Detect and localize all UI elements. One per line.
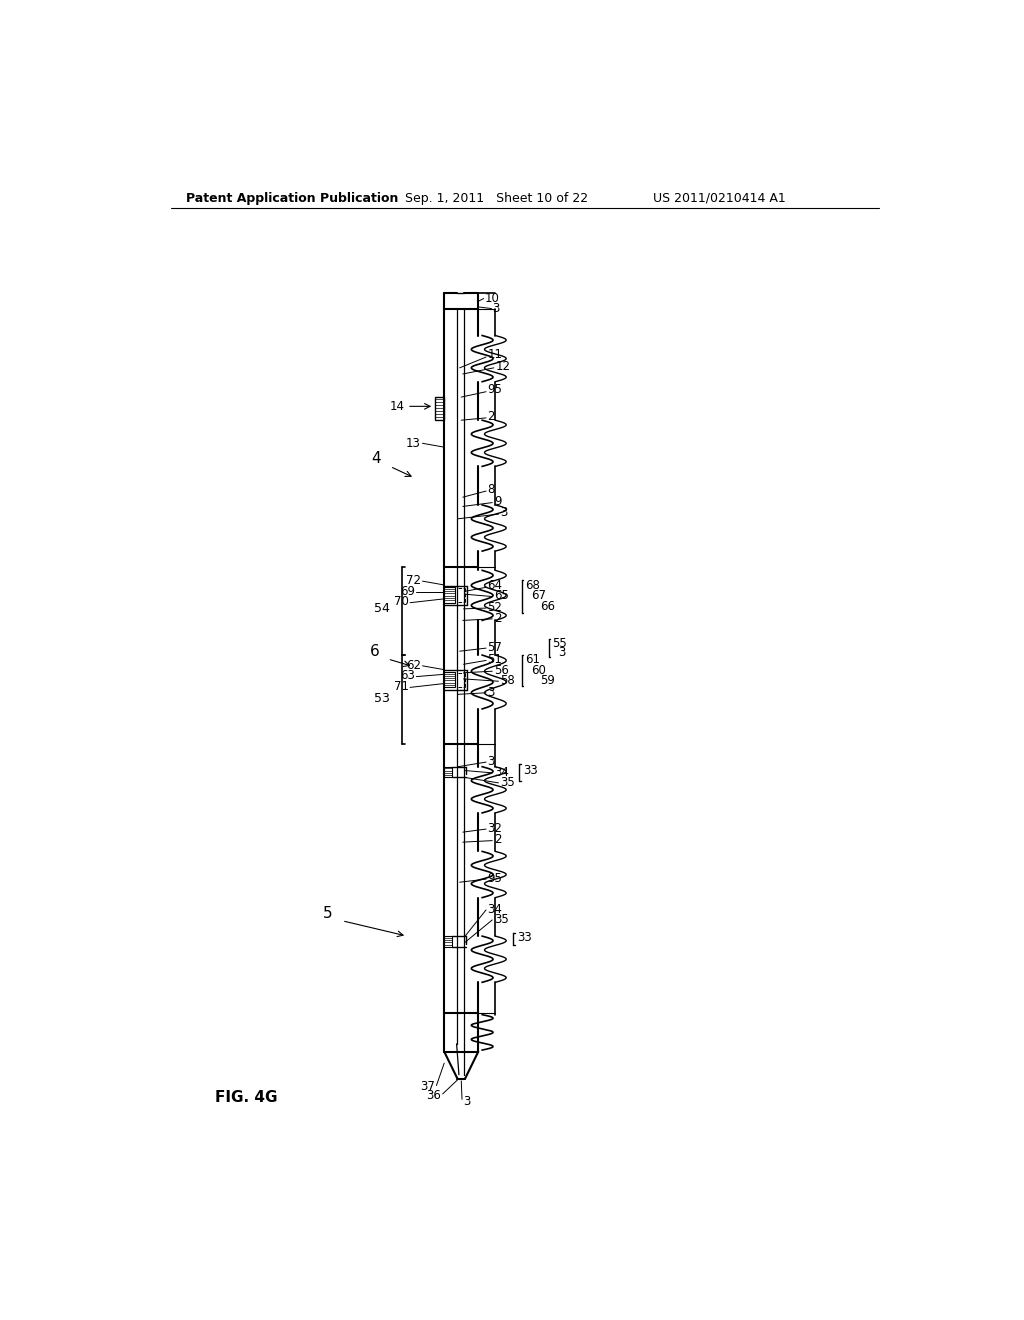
Text: 3: 3	[463, 1096, 470, 1109]
Text: 6: 6	[370, 644, 379, 659]
Text: 60: 60	[531, 664, 546, 677]
Text: 72: 72	[406, 574, 421, 587]
Bar	[444, 936, 452, 946]
Text: 70: 70	[393, 595, 409, 609]
Text: 37: 37	[420, 1080, 435, 1093]
Text: 2: 2	[487, 409, 495, 422]
Text: 13: 13	[407, 437, 421, 450]
Text: 34: 34	[494, 766, 509, 779]
Text: 56: 56	[494, 664, 509, 677]
Text: 34: 34	[487, 903, 503, 916]
Bar	[444, 587, 455, 603]
Text: 3: 3	[487, 685, 495, 698]
Text: 12: 12	[496, 360, 510, 372]
Text: 33: 33	[523, 764, 538, 777]
Text: 61: 61	[524, 653, 540, 667]
Text: 35: 35	[500, 776, 515, 788]
Text: 52: 52	[487, 601, 503, 614]
Text: 65: 65	[494, 589, 509, 602]
Bar	[444, 767, 452, 777]
Text: 95: 95	[487, 383, 503, 396]
Text: 4: 4	[371, 451, 381, 466]
Text: 2: 2	[494, 611, 502, 624]
Text: 69: 69	[399, 585, 415, 598]
Text: 2: 2	[494, 833, 502, 846]
Text: 11: 11	[487, 348, 503, 362]
Text: 64: 64	[487, 579, 503, 593]
Text: 59: 59	[541, 675, 555, 686]
Text: Patent Application Publication: Patent Application Publication	[186, 191, 398, 205]
Text: 5: 5	[324, 906, 333, 920]
Text: 33: 33	[517, 931, 531, 944]
Text: 71: 71	[393, 680, 409, 693]
Text: 62: 62	[406, 659, 421, 672]
Text: 35: 35	[494, 912, 509, 925]
Text: US 2011/0210414 A1: US 2011/0210414 A1	[653, 191, 786, 205]
Text: 51: 51	[487, 653, 503, 667]
Text: 57: 57	[487, 640, 503, 653]
Text: FIG. 4G: FIG. 4G	[215, 1090, 278, 1105]
Text: 68: 68	[524, 579, 540, 593]
Text: 67: 67	[531, 589, 546, 602]
Text: 14: 14	[390, 400, 404, 413]
Text: 63: 63	[400, 669, 415, 682]
Text: 53: 53	[374, 693, 390, 705]
Text: Sep. 1, 2011   Sheet 10 of 22: Sep. 1, 2011 Sheet 10 of 22	[406, 191, 589, 205]
Bar	[435, 397, 444, 420]
Text: 8: 8	[487, 483, 495, 496]
Text: 32: 32	[487, 822, 503, 834]
Text: 36: 36	[426, 1089, 441, 1102]
Text: 55: 55	[552, 638, 566, 649]
Text: 3: 3	[493, 302, 500, 315]
Text: 54: 54	[374, 602, 390, 615]
Bar	[444, 672, 455, 688]
Text: 3: 3	[500, 506, 507, 519]
Text: 58: 58	[500, 675, 515, 686]
Text: 66: 66	[541, 601, 555, 612]
Text: 3: 3	[487, 755, 495, 768]
Text: 10: 10	[484, 292, 500, 305]
Text: 95: 95	[487, 871, 503, 884]
Text: 3: 3	[558, 647, 565, 659]
Text: 9: 9	[494, 495, 502, 508]
